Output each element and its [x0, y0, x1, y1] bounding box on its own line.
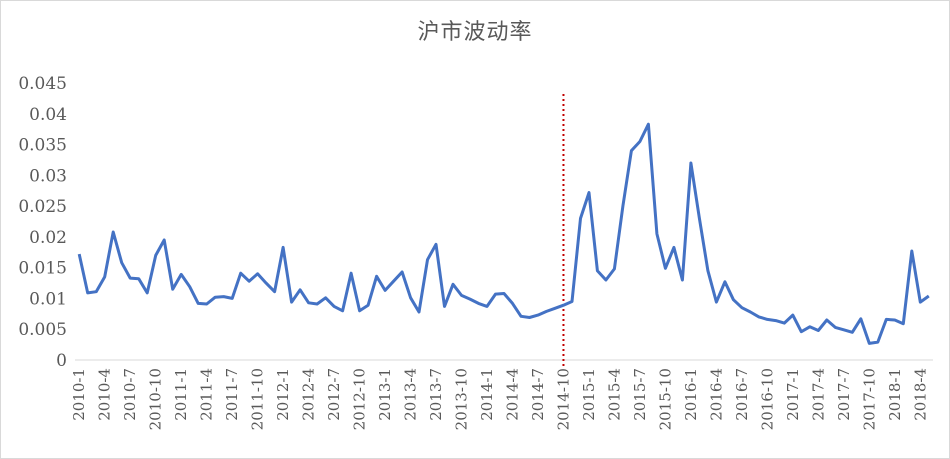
x-tick-label: 2013-7 [427, 368, 445, 421]
y-tick-label: 0.015 [18, 259, 67, 279]
y-tick-label: 0.02 [29, 228, 67, 248]
x-tick-label: 2016-10 [758, 368, 776, 430]
x-tick-label: 2017-4 [809, 368, 827, 421]
x-tick-label: 2014-7 [529, 368, 547, 421]
y-tick-label: 0.01 [29, 289, 67, 309]
x-tick-label: 2011-10 [249, 368, 267, 430]
y-tick-label: 0.005 [18, 320, 67, 340]
x-tick-label: 2017-7 [835, 368, 853, 421]
x-tick-label: 2010-7 [121, 368, 139, 421]
x-tick-label: 2012-10 [351, 368, 369, 430]
x-tick-label: 2017-10 [860, 368, 878, 430]
x-tick-label: 2013-10 [453, 368, 471, 430]
x-tick-label: 2015-4 [605, 368, 623, 421]
x-tick-label: 2016-4 [707, 368, 725, 421]
x-tick-label: 2013-4 [402, 368, 420, 421]
x-tick-label: 2018-1 [886, 368, 904, 421]
x-tick-label: 2018-4 [911, 368, 929, 421]
chart-title: 沪市波动率 [417, 20, 533, 45]
x-tick-label: 2014-1 [478, 368, 496, 421]
x-tick-label: 2012-4 [300, 368, 318, 421]
x-tick-label: 2015-7 [631, 368, 649, 421]
x-tick-label: 2010-10 [147, 368, 165, 430]
x-tick-label: 2011-7 [223, 368, 241, 421]
x-tick-label: 2015-1 [580, 368, 598, 421]
y-tick-label: 0.035 [18, 136, 67, 156]
x-tick-label: 2012-7 [325, 368, 343, 421]
x-tick-label: 2016-1 [682, 368, 700, 421]
x-tick-label: 2013-1 [376, 368, 394, 421]
x-axis-ticks: 2010-1 2010-4 2010-7 2010-10 2011-1 2011-4 201… [70, 368, 929, 430]
y-tick-label: 0.03 [29, 166, 67, 186]
x-tick-label: 2012-1 [274, 368, 292, 421]
x-tick-label: 2010-1 [70, 368, 88, 421]
y-axis-ticks: 0 0.005 0.01 0.015 0.02 0.025 0.03 0.035 0.04 0.0… [18, 74, 67, 371]
x-tick-label: 2017-1 [784, 368, 802, 421]
series-line [77, 122, 930, 345]
x-tick-label: 2011-4 [198, 368, 216, 421]
x-tick-label: 2010-4 [96, 368, 114, 421]
x-tick-label: 2016-7 [733, 368, 751, 421]
y-tick-label: 0 [56, 351, 67, 371]
x-tick-label: 2015-10 [656, 368, 674, 430]
y-tick-label: 0.025 [18, 197, 67, 217]
x-tick-label: 2011-1 [172, 368, 190, 421]
x-tick-label: 2014-4 [503, 368, 521, 421]
x-tick-label: 2014-10 [554, 368, 572, 430]
y-tick-label: 0.04 [29, 105, 67, 125]
y-tick-label: 0.045 [18, 74, 67, 94]
